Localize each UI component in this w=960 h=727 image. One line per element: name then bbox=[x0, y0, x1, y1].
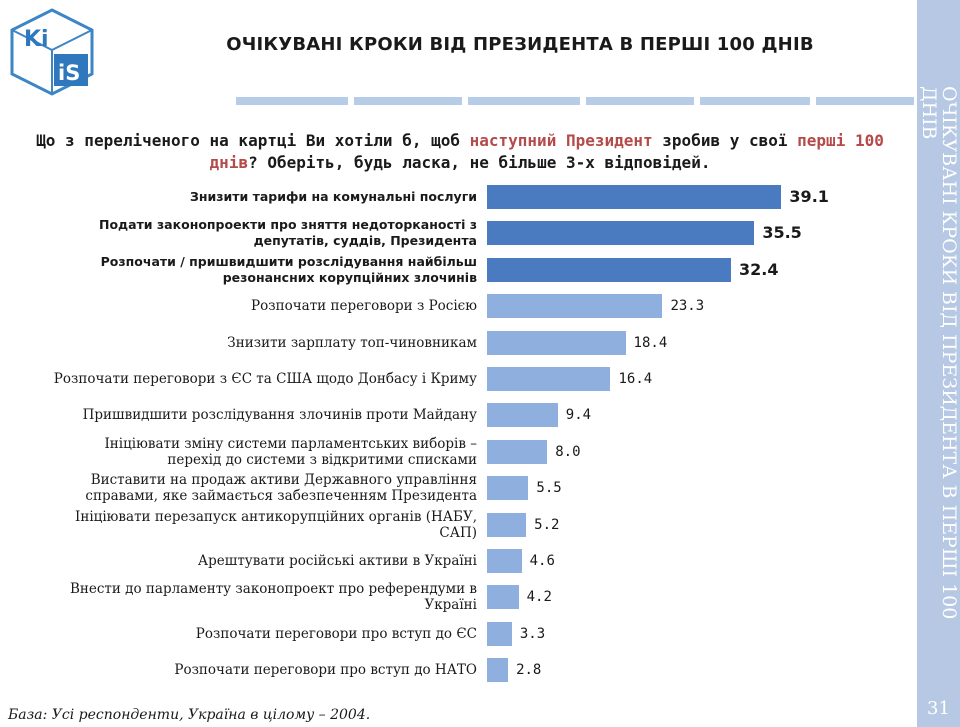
footnote: База: Усі респонденти, Україна в цілому … bbox=[8, 707, 371, 723]
question-highlight-1: наступний Президент bbox=[469, 131, 653, 150]
value-label: 18.4 bbox=[633, 334, 668, 351]
category-label: Арештувати російські активи в Україні bbox=[197, 553, 477, 569]
category-label: Пришвидшити розслідування злочинів проти… bbox=[82, 407, 477, 424]
value-label: 35.5 bbox=[762, 223, 802, 243]
category-label: Знизити тарифи на комунальні послуги bbox=[189, 189, 477, 204]
bar bbox=[487, 185, 782, 209]
value-label: 5.5 bbox=[536, 480, 562, 497]
bar bbox=[487, 658, 509, 683]
bar bbox=[487, 403, 558, 428]
value-label: 3.3 bbox=[519, 625, 546, 642]
svg-text:Ki: Ki bbox=[24, 27, 49, 52]
value-label: 4.6 bbox=[529, 553, 555, 569]
value-label: 32.4 bbox=[738, 259, 779, 279]
category-label: Розпочати переговори з Росією bbox=[251, 298, 477, 315]
value-label: 8.0 bbox=[555, 443, 581, 460]
category-label: Внести до парламенту законопроект про ре… bbox=[69, 581, 477, 614]
bar bbox=[487, 476, 529, 501]
category-label: Виставити на продаж активи Державного уп… bbox=[85, 472, 477, 505]
bar bbox=[487, 294, 663, 319]
category-label: Розпочати переговори про вступ до НАТО bbox=[174, 662, 477, 679]
bar bbox=[487, 330, 626, 355]
value-label: 23.3 bbox=[670, 298, 705, 315]
question-text-1: Що з переліченого на картці Ви хотіли б,… bbox=[36, 131, 470, 150]
sidebar: ОЧІКУВАНІ КРОКИ ВІД ПРЕЗИДЕНТА В ПЕРШІ 1… bbox=[917, 0, 960, 727]
category-label: Розпочати / пришвидшити розслідування на… bbox=[100, 253, 477, 285]
bar bbox=[487, 439, 548, 464]
category-label: Ініціювати перезапуск антикорупційних ор… bbox=[75, 508, 477, 541]
bar bbox=[487, 585, 519, 610]
value-label: 5.2 bbox=[534, 516, 560, 533]
value-label: 4.2 bbox=[526, 589, 552, 606]
bar-chart: Знизити тарифи на комунальні послуги 39.1… bbox=[53, 185, 829, 683]
question-text-3: ? Оберіть, будь ласка, не більше 3-х від… bbox=[248, 153, 711, 172]
bar bbox=[487, 621, 512, 646]
kiis-logo: Ki iS bbox=[10, 8, 94, 96]
page-number: 31 bbox=[927, 698, 950, 719]
bar bbox=[487, 512, 527, 537]
svg-text:iS: iS bbox=[58, 61, 80, 85]
sidebar-title: ОЧІКУВАНІ КРОКИ ВІД ПРЕЗИДЕНТА В ПЕРШІ 1… bbox=[918, 86, 960, 620]
category-label: Подати законопроекти про зняття недоторк… bbox=[98, 217, 477, 249]
value-label: 2.8 bbox=[516, 662, 542, 679]
bar bbox=[487, 221, 755, 246]
bar bbox=[487, 257, 731, 282]
survey-question: Що з переліченого на картці Ви хотіли б,… bbox=[20, 130, 900, 174]
question-highlight-2: перші 100 днів bbox=[209, 131, 884, 172]
page-title: ОЧІКУВАНІ КРОКИ ВІД ПРЕЗИДЕНТА В ПЕРШІ 1… bbox=[226, 34, 814, 55]
value-label: 39.1 bbox=[789, 187, 829, 206]
bar bbox=[487, 367, 611, 391]
category-label: Знизити зарплату топ-чиновникам bbox=[227, 334, 477, 351]
question-text-2: зробив у свої bbox=[652, 131, 798, 150]
category-label: Розпочати переговори про вступ до ЄС bbox=[195, 625, 477, 642]
bar bbox=[487, 549, 522, 573]
category-label: Розпочати переговори з ЄС та США щодо До… bbox=[53, 371, 477, 387]
value-label: 9.4 bbox=[565, 407, 592, 424]
value-label: 16.4 bbox=[618, 371, 653, 387]
category-label: Ініціювати зміну системи парламентських … bbox=[104, 435, 477, 468]
header-divider bbox=[236, 97, 914, 105]
